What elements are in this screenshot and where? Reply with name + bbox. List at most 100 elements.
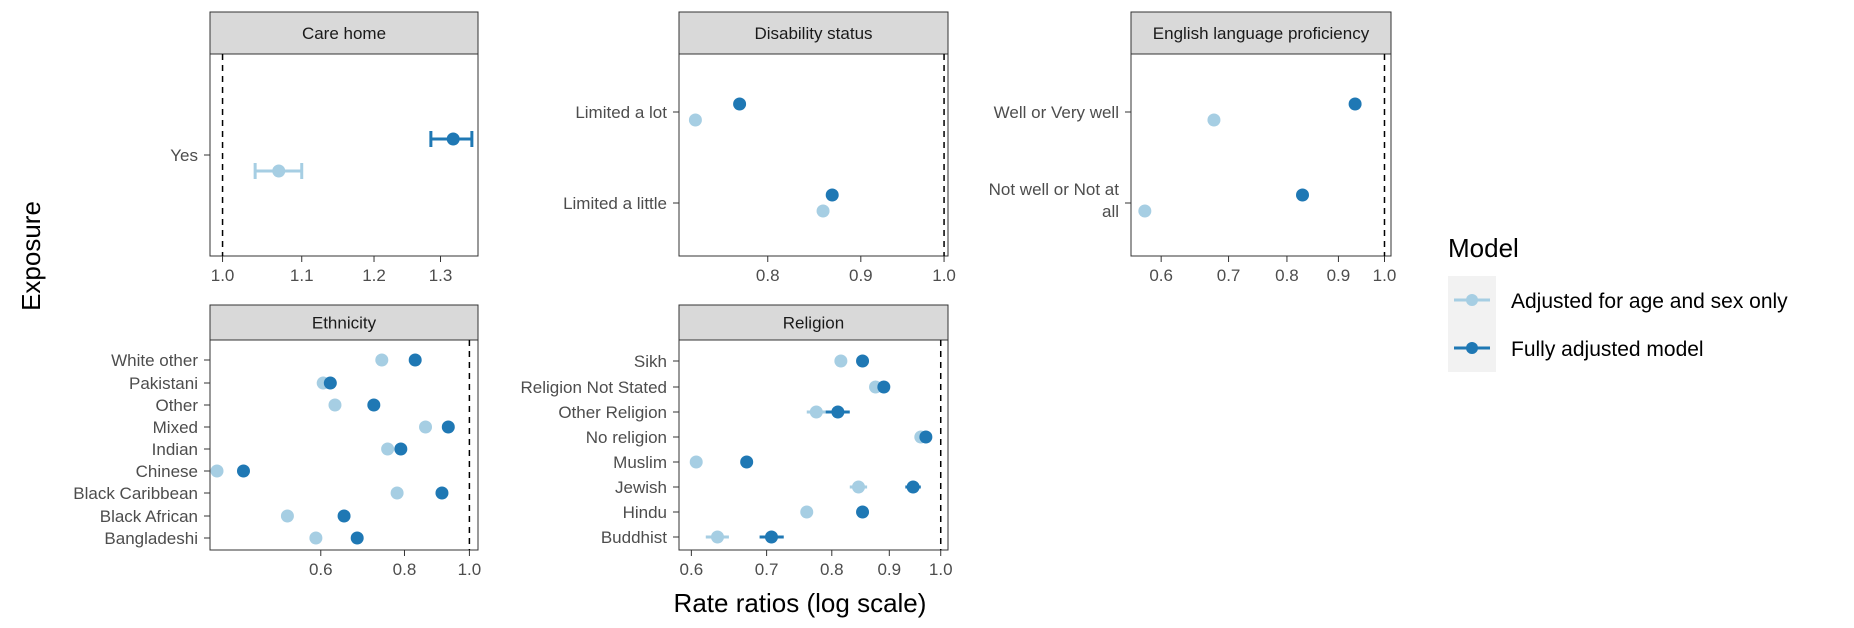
legend-label-full: Fully adjusted model [1511, 338, 1704, 361]
data-point-black-african [280, 509, 294, 523]
data-point-other [328, 398, 342, 412]
data-point-limited-a-lot [733, 97, 747, 111]
data-point-chinese [210, 464, 224, 478]
data-point-other-religion [809, 405, 823, 419]
panel-english-language-proficiency: English language proficiency 0.6 0.7 0.8 0.9… [989, 11, 1396, 285]
y-tick-label-other-religion: Other Religion [558, 403, 667, 422]
data-point-black-caribbean [390, 486, 404, 500]
y-tick-label-yes: Yes [170, 146, 198, 165]
series-full [236, 353, 455, 545]
facet-strip [678, 304, 949, 341]
x-tick-label: 0.8 [393, 560, 417, 579]
x-tick-label: 1.0 [929, 560, 953, 579]
data-point-mixed [441, 420, 455, 434]
panel-border [678, 53, 949, 257]
panel-religion: Religion 0.6 0.7 0.8 0.9 1.0 Sikh Religion Not … [521, 304, 953, 579]
x-tick-label: 0.7 [1217, 266, 1241, 285]
series-full [429, 131, 474, 147]
data-point-sikh [856, 354, 870, 368]
data-point-hindu [800, 505, 814, 519]
panel-ethnicity: Ethnicity 0.6 0.8 1.0 White other Pakistani Ot… [73, 304, 482, 579]
data-point-indian [381, 442, 395, 456]
x-tick-label: 0.8 [756, 266, 780, 285]
x-tick-label: 0.9 [877, 560, 901, 579]
panel-disability-status: Disability status 0.8 0.9 1.0 Limited a lot L… [563, 11, 956, 285]
y-tick-label-indian: Indian [152, 440, 198, 459]
y-tick-label-not-well-or-not-at-all: Not well or Not at all [989, 180, 1120, 221]
legend-label-age-sex: Adjusted for age and sex only [1511, 290, 1788, 313]
data-point-mixed [419, 420, 433, 434]
data-point-not-well-or-not-at-all [1296, 188, 1310, 202]
data-point-black-african [337, 509, 351, 523]
legend: Model Adjusted for age and sex only Full… [1448, 233, 1788, 372]
facet-strip [1130, 11, 1392, 55]
data-point-no-religion [919, 430, 933, 444]
data-point-other-religion [831, 405, 845, 419]
facet-strip-label: Ethnicity [312, 314, 377, 333]
data-point-white-other [408, 353, 422, 367]
data-point-yes [446, 132, 460, 146]
data-point-muslim [689, 455, 703, 469]
series-full [733, 97, 839, 202]
data-point-jewish [852, 480, 866, 494]
x-tick-label: 0.6 [680, 560, 704, 579]
x-tick-label: 1.0 [458, 560, 482, 579]
series-age-sex [253, 163, 304, 179]
data-point-hindu [856, 505, 870, 519]
data-point-yes [272, 164, 286, 178]
y-tick-label-muslim: Muslim [613, 453, 667, 472]
data-point-limited-a-little [825, 188, 839, 202]
facet-strip-label: Care home [302, 24, 386, 43]
y-tick-label-white-other: White other [111, 351, 198, 370]
facet-panels: Care home 1.0 1.1 1.2 1.3 Yes Disability statu… [73, 11, 1396, 579]
y-tick-label-no-religion: No religion [586, 428, 667, 447]
x-tick-label: 1.3 [429, 266, 453, 285]
data-point-other [367, 398, 381, 412]
legend-key-point-age-sex [1466, 294, 1478, 306]
panel-care-home: Care home 1.0 1.1 1.2 1.3 Yes [170, 11, 479, 285]
y-axis-title: Exposure [16, 201, 46, 311]
x-tick-label: 1.2 [362, 266, 386, 285]
facet-strip-label: English language proficiency [1153, 24, 1370, 43]
y-tick-label-pakistani: Pakistani [129, 374, 198, 393]
data-point-white-other [375, 353, 389, 367]
legend-key-point-full [1466, 342, 1478, 354]
facet-strip-label: Disability status [754, 24, 872, 43]
y-tick-label-bangladeshi: Bangladeshi [104, 529, 198, 548]
x-tick-label: 1.1 [290, 266, 314, 285]
x-axis-title: Rate ratios (log scale) [674, 588, 927, 618]
data-point-limited-a-little [816, 204, 830, 218]
data-point-bangladeshi [350, 531, 364, 545]
x-tick-label: 0.6 [309, 560, 333, 579]
data-point-chinese [236, 464, 250, 478]
y-tick-label-buddhist: Buddhist [601, 528, 667, 547]
data-point-muslim [740, 455, 754, 469]
series-full [740, 354, 933, 544]
legend-key-box [1448, 276, 1496, 372]
x-tick-label: 0.7 [755, 560, 779, 579]
x-tick-label: 0.8 [1275, 266, 1299, 285]
data-point-sikh [834, 354, 848, 368]
panel-border [678, 339, 949, 551]
data-point-bangladeshi [309, 531, 323, 545]
y-tick-label-limited-a-little: Limited a little [563, 194, 667, 213]
series-age-sex [688, 113, 830, 218]
facet-strip [209, 304, 479, 341]
panel-border [209, 339, 479, 551]
y-tick-label-black-caribbean: Black Caribbean [73, 484, 198, 503]
legend-entry-full: Fully adjusted model [1454, 338, 1704, 361]
y-tick-label-limited-a-lot: Limited a lot [575, 103, 667, 122]
y-tick-label-black-african: Black African [100, 507, 198, 526]
x-tick-label: 1.0 [211, 266, 235, 285]
facet-strip-label: Religion [783, 314, 844, 333]
panel-border [1130, 53, 1392, 257]
y-tick-label-mixed: Mixed [153, 418, 198, 437]
data-point-jewish [906, 480, 920, 494]
y-tick-label-other: Other [155, 396, 198, 415]
x-tick-label: 0.6 [1149, 266, 1173, 285]
y-tick-label-jewish: Jewish [615, 478, 667, 497]
facet-strip [209, 11, 479, 55]
x-tick-label: 0.9 [849, 266, 873, 285]
data-point-well-or-very-well [1348, 97, 1362, 111]
